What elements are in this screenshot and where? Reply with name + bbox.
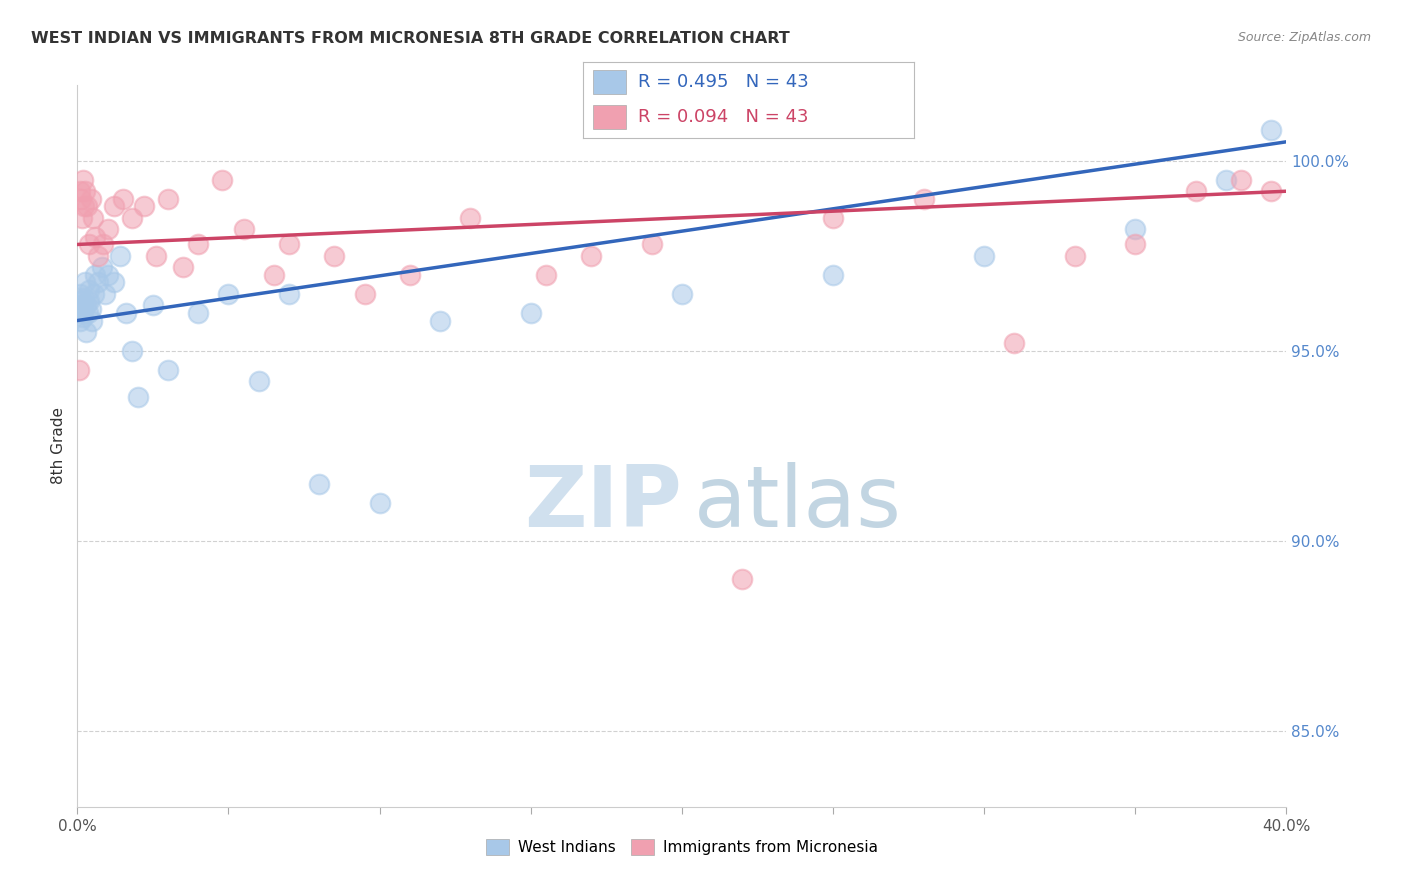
Point xyxy=(121,343,143,358)
Point xyxy=(84,268,107,282)
Point xyxy=(973,249,995,263)
Point xyxy=(67,298,90,312)
Point xyxy=(278,286,301,301)
Point xyxy=(641,237,664,252)
Point xyxy=(70,306,93,320)
Point xyxy=(1125,222,1147,236)
Legend: West Indians, Immigrants from Micronesia: West Indians, Immigrants from Micronesia xyxy=(479,833,884,861)
Point xyxy=(534,268,557,282)
Y-axis label: 8th Grade: 8th Grade xyxy=(51,408,66,484)
Text: Source: ZipAtlas.com: Source: ZipAtlas.com xyxy=(1237,31,1371,45)
Text: ZIP: ZIP xyxy=(524,462,682,545)
Point xyxy=(368,496,391,510)
Point xyxy=(142,298,165,312)
Point xyxy=(67,363,90,377)
Point xyxy=(96,222,118,236)
Point xyxy=(69,313,91,327)
Point xyxy=(157,363,180,377)
Point xyxy=(83,286,105,301)
Point xyxy=(73,199,96,213)
Point xyxy=(73,291,96,305)
Point xyxy=(69,184,91,198)
Point xyxy=(458,211,481,225)
Point xyxy=(75,298,97,312)
Point xyxy=(1125,237,1147,252)
Point xyxy=(75,325,97,339)
Point xyxy=(1064,249,1087,263)
Point xyxy=(114,306,136,320)
Point xyxy=(218,286,240,301)
Point xyxy=(121,211,143,225)
Point xyxy=(323,249,346,263)
Point xyxy=(1004,336,1026,351)
Point xyxy=(79,283,101,297)
Text: R = 0.495   N = 43: R = 0.495 N = 43 xyxy=(638,73,808,91)
Point xyxy=(72,310,94,324)
Point xyxy=(96,268,118,282)
Point xyxy=(172,260,194,275)
Point xyxy=(157,192,180,206)
Point xyxy=(232,222,254,236)
Text: WEST INDIAN VS IMMIGRANTS FROM MICRONESIA 8TH GRADE CORRELATION CHART: WEST INDIAN VS IMMIGRANTS FROM MICRONESI… xyxy=(31,31,790,46)
Point xyxy=(399,268,422,282)
Point xyxy=(821,268,844,282)
Point xyxy=(76,199,98,213)
Point xyxy=(73,276,96,290)
Point xyxy=(132,199,155,213)
Point xyxy=(1215,173,1237,187)
Point xyxy=(821,211,844,225)
Point xyxy=(520,306,543,320)
Point xyxy=(1230,173,1253,187)
FancyBboxPatch shape xyxy=(593,105,627,129)
Point xyxy=(671,286,693,301)
Point xyxy=(127,390,149,404)
Point xyxy=(103,199,125,213)
Text: R = 0.094   N = 43: R = 0.094 N = 43 xyxy=(638,108,808,126)
Point xyxy=(75,184,97,198)
Point xyxy=(70,192,93,206)
Point xyxy=(278,237,301,252)
Point xyxy=(263,268,285,282)
Point xyxy=(247,375,270,389)
Point xyxy=(1260,123,1282,137)
Point xyxy=(77,294,100,309)
Point xyxy=(87,276,110,290)
Point xyxy=(72,302,94,317)
Point xyxy=(80,192,103,206)
Point xyxy=(111,192,134,206)
Point xyxy=(145,249,167,263)
Point xyxy=(82,313,104,327)
Point xyxy=(80,302,103,317)
Point xyxy=(87,249,110,263)
Point xyxy=(353,286,375,301)
Point xyxy=(187,306,209,320)
Point xyxy=(93,286,115,301)
Point xyxy=(70,294,93,309)
Point xyxy=(308,477,330,491)
Point xyxy=(581,249,603,263)
Point xyxy=(77,237,100,252)
Point xyxy=(731,572,754,586)
Point xyxy=(70,211,93,225)
Point xyxy=(1260,184,1282,198)
Point xyxy=(211,173,233,187)
Point xyxy=(72,173,94,187)
Point xyxy=(108,249,131,263)
Point xyxy=(90,260,112,275)
Point xyxy=(77,306,100,320)
Point xyxy=(1185,184,1208,198)
FancyBboxPatch shape xyxy=(593,70,627,95)
Point xyxy=(91,237,114,252)
Point xyxy=(103,276,125,290)
Point xyxy=(429,313,451,327)
Point xyxy=(84,230,107,244)
Point xyxy=(69,286,91,301)
Text: atlas: atlas xyxy=(695,462,903,545)
Point xyxy=(912,192,935,206)
Point xyxy=(82,211,104,225)
Point xyxy=(187,237,209,252)
